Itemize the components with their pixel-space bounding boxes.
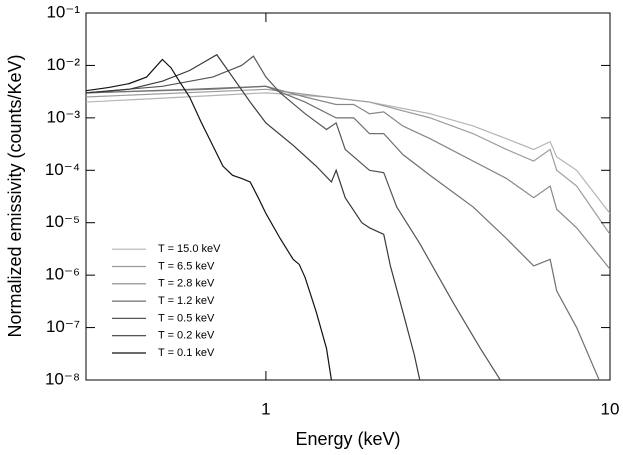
- series-line: [86, 53, 421, 380]
- legend-label: T = 1.2 keV: [158, 295, 215, 307]
- y-tick-label: 10⁻²: [46, 55, 80, 74]
- plot-frame: [85, 12, 611, 381]
- legend-label: T = 0.2 keV: [158, 330, 215, 342]
- legend-label: T = 6.5 keV: [158, 260, 215, 272]
- y-tick-label: 10⁻⁶: [45, 265, 80, 284]
- legend-label: T = 0.5 keV: [158, 312, 215, 324]
- series-line: [86, 85, 610, 270]
- y-tick-label: 10⁻¹: [46, 2, 80, 21]
- series-line: [86, 88, 610, 235]
- y-tick-label: 10⁻⁸: [45, 369, 80, 388]
- x-tick-label: 1: [261, 399, 270, 418]
- legend-label: T = 15.0 keV: [158, 243, 221, 255]
- y-tick-label: 10⁻³: [46, 107, 80, 126]
- series-line: [86, 58, 333, 380]
- y-tick-label: 10⁻⁴: [45, 160, 80, 179]
- series-line: [86, 55, 501, 380]
- x-axis-label: Energy (keV): [295, 429, 400, 449]
- series-line: [86, 85, 600, 380]
- legend-label: T = 2.8 keV: [158, 278, 215, 290]
- y-tick-label: 10⁻⁵: [45, 212, 80, 231]
- y-axis-label: Normalized emissivity (counts/KeV): [5, 54, 25, 337]
- y-tick-label: 10⁻⁷: [46, 317, 80, 336]
- legend-label: T = 0.1 keV: [158, 347, 215, 359]
- plot-lines: [86, 53, 610, 380]
- x-tick-label: 10: [601, 399, 620, 418]
